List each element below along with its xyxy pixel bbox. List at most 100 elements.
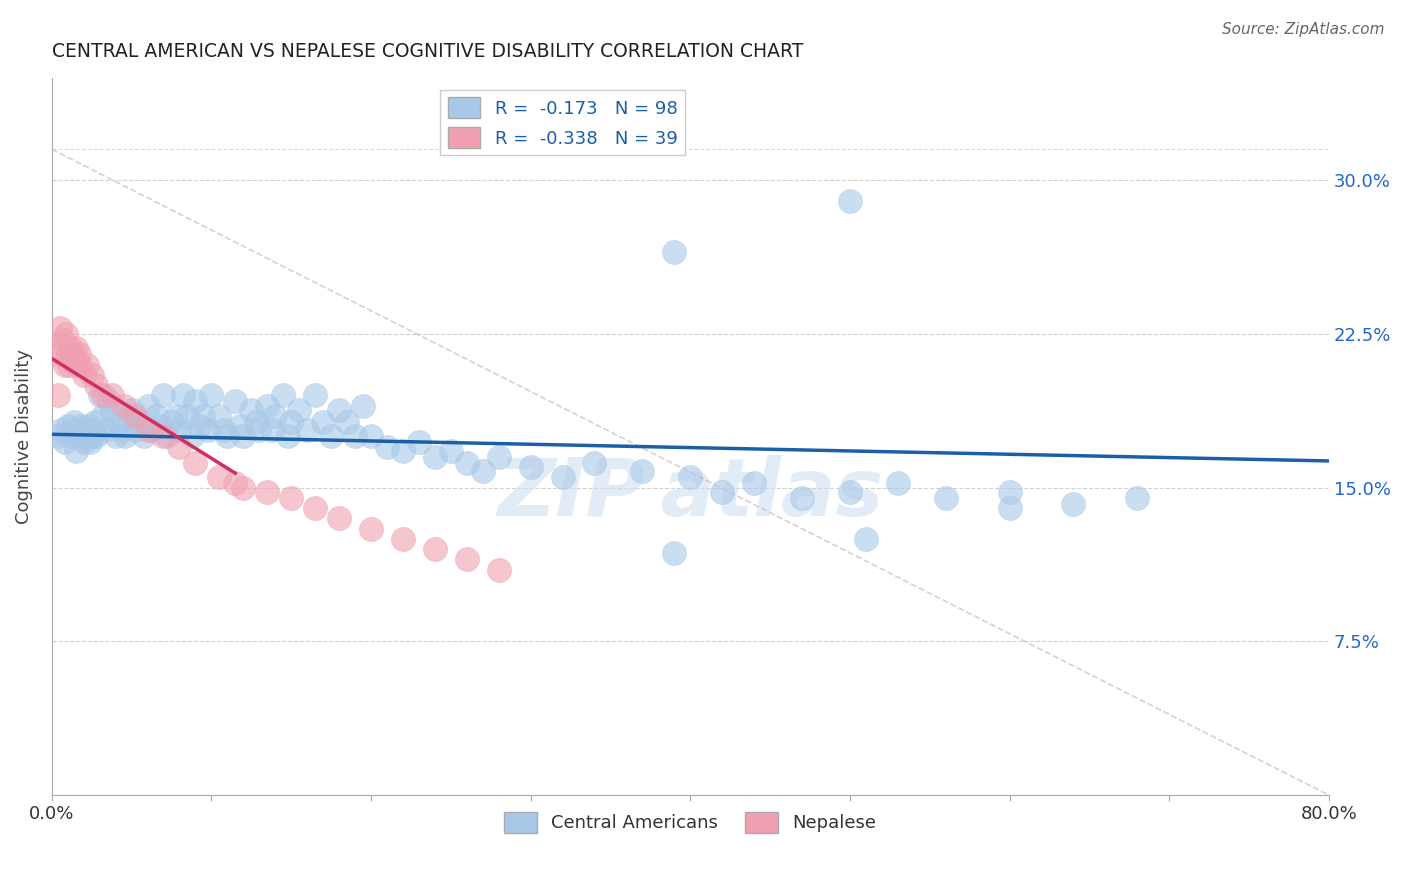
Central Americans <box>91 409 114 423</box>
Nepalese <box>51 341 73 355</box>
Nepalese <box>66 358 89 372</box>
Central Americans <box>176 409 198 423</box>
Central Americans <box>107 415 129 429</box>
Central Americans <box>152 388 174 402</box>
Nepalese <box>304 501 326 516</box>
Central Americans <box>229 419 252 434</box>
Central Americans <box>631 464 654 478</box>
Nepalese <box>136 423 159 437</box>
Central Americans <box>519 460 541 475</box>
Nepalese <box>67 347 90 361</box>
Central Americans <box>1062 497 1084 511</box>
Central Americans <box>998 501 1021 516</box>
Nepalese <box>63 353 86 368</box>
Central Americans <box>838 194 860 208</box>
Central Americans <box>664 244 686 259</box>
Nepalese <box>76 358 98 372</box>
Nepalese <box>184 456 207 470</box>
Central Americans <box>408 435 430 450</box>
Nepalese <box>224 476 246 491</box>
Central Americans <box>165 409 187 423</box>
Central Americans <box>86 429 108 443</box>
Central Americans <box>838 484 860 499</box>
Central Americans <box>935 491 957 505</box>
Legend: R =  -0.173   N = 98, R =  -0.338   N = 39: R = -0.173 N = 98, R = -0.338 N = 39 <box>440 90 685 155</box>
Nepalese <box>55 326 77 341</box>
Central Americans <box>136 399 159 413</box>
Central Americans <box>76 429 98 443</box>
Central Americans <box>46 429 69 443</box>
Nepalese <box>86 378 108 392</box>
Nepalese <box>52 333 75 347</box>
Central Americans <box>260 423 283 437</box>
Central Americans <box>392 443 415 458</box>
Central Americans <box>295 423 318 437</box>
Central Americans <box>63 415 86 429</box>
Nepalese <box>62 347 84 361</box>
Nepalese <box>169 440 191 454</box>
Central Americans <box>94 423 117 437</box>
Nepalese <box>232 481 254 495</box>
Central Americans <box>69 419 91 434</box>
Nepalese <box>46 388 69 402</box>
Central Americans <box>711 484 734 499</box>
Central Americans <box>121 402 143 417</box>
Central Americans <box>51 423 73 437</box>
Nepalese <box>65 341 87 355</box>
Central Americans <box>59 429 82 443</box>
Central Americans <box>256 399 278 413</box>
Central Americans <box>139 423 162 437</box>
Central Americans <box>240 402 263 417</box>
Central Americans <box>149 419 172 434</box>
Central Americans <box>128 415 150 429</box>
Nepalese <box>488 563 510 577</box>
Central Americans <box>336 415 359 429</box>
Central Americans <box>98 394 121 409</box>
Central Americans <box>156 429 179 443</box>
Nepalese <box>112 399 135 413</box>
Central Americans <box>160 415 183 429</box>
Central Americans <box>197 423 219 437</box>
Central Americans <box>187 419 209 434</box>
Central Americans <box>790 491 813 505</box>
Central Americans <box>89 388 111 402</box>
Nepalese <box>124 409 146 423</box>
Central Americans <box>312 415 335 429</box>
Central Americans <box>247 423 270 437</box>
Nepalese <box>80 368 103 382</box>
Central Americans <box>200 388 222 402</box>
Central Americans <box>77 419 100 434</box>
Central Americans <box>124 423 146 437</box>
Nepalese <box>456 552 478 566</box>
Central Americans <box>280 415 302 429</box>
Central Americans <box>75 423 97 437</box>
Central Americans <box>53 435 76 450</box>
Central Americans <box>304 388 326 402</box>
Nepalese <box>69 358 91 372</box>
Central Americans <box>67 429 90 443</box>
Central Americans <box>111 423 134 437</box>
Central Americans <box>217 429 239 443</box>
Central Americans <box>224 394 246 409</box>
Nepalese <box>58 358 80 372</box>
Central Americans <box>117 409 139 423</box>
Central Americans <box>114 429 136 443</box>
Nepalese <box>280 491 302 505</box>
Central Americans <box>488 450 510 464</box>
Central Americans <box>440 443 463 458</box>
Central Americans <box>65 443 87 458</box>
Text: ZIP atlas: ZIP atlas <box>498 455 883 533</box>
Nepalese <box>328 511 350 525</box>
Central Americans <box>181 429 204 443</box>
Central Americans <box>288 402 311 417</box>
Central Americans <box>998 484 1021 499</box>
Central Americans <box>1126 491 1149 505</box>
Central Americans <box>360 429 382 443</box>
Nepalese <box>73 368 96 382</box>
Central Americans <box>83 415 105 429</box>
Central Americans <box>551 470 574 484</box>
Central Americans <box>101 402 124 417</box>
Central Americans <box>193 409 215 423</box>
Nepalese <box>56 347 79 361</box>
Central Americans <box>679 470 702 484</box>
